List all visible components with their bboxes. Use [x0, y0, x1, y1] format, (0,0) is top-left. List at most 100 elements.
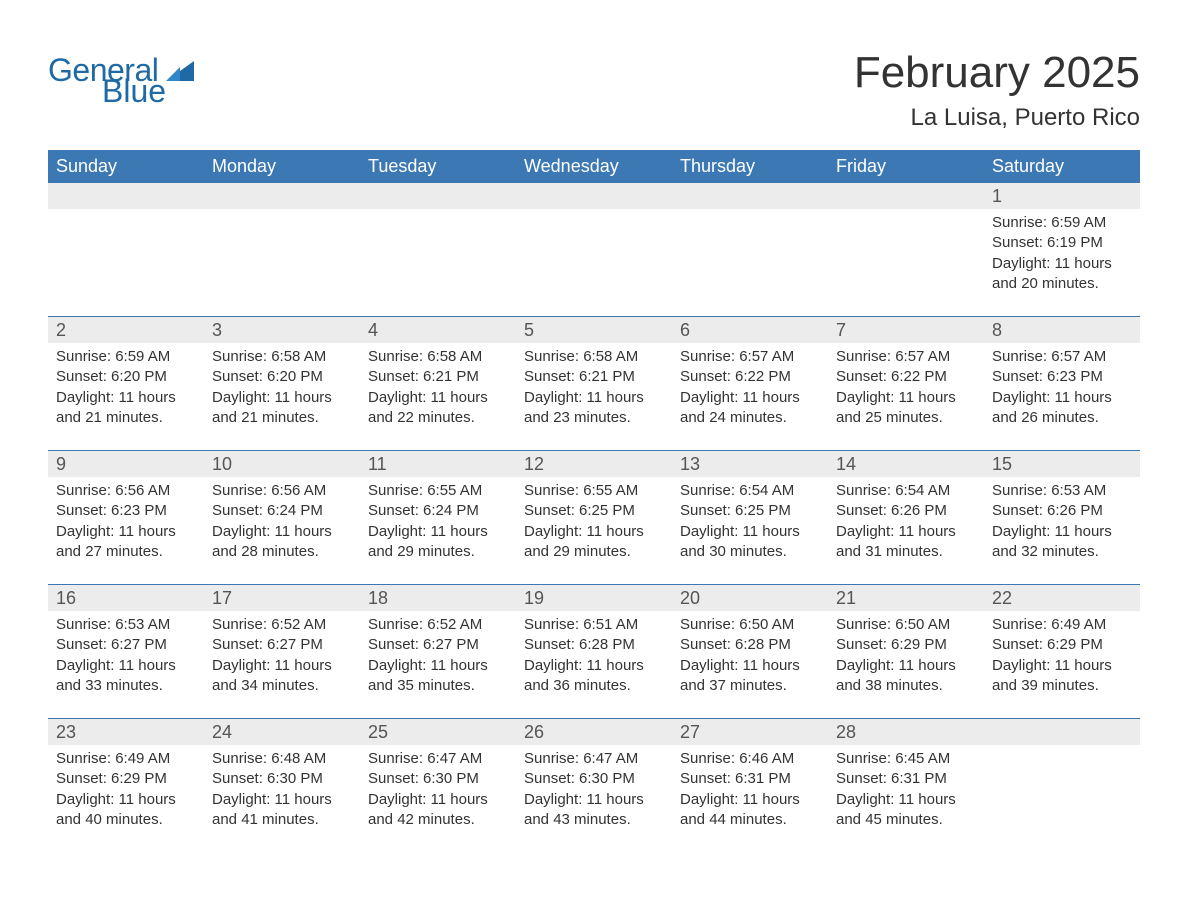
sunrise-text: Sunrise: 6:50 AM [836, 615, 976, 635]
daylight-line-1: Daylight: 11 hours [212, 790, 352, 810]
sunset-text: Sunset: 6:20 PM [212, 367, 352, 387]
day-number-row: 1 [48, 183, 1140, 209]
daylight-line-1: Daylight: 11 hours [56, 388, 196, 408]
day-cell: Sunrise: 6:55 AMSunset: 6:24 PMDaylight:… [360, 477, 516, 584]
sunrise-text: Sunrise: 6:55 AM [368, 481, 508, 501]
day-cell [360, 209, 516, 316]
sunset-text: Sunset: 6:29 PM [992, 635, 1132, 655]
day-cell: Sunrise: 6:57 AMSunset: 6:22 PMDaylight:… [672, 343, 828, 450]
sunset-text: Sunset: 6:30 PM [368, 769, 508, 789]
daylight-line-1: Daylight: 11 hours [212, 388, 352, 408]
day-number: 19 [516, 585, 672, 611]
daylight-line-1: Daylight: 11 hours [368, 388, 508, 408]
day-number [516, 183, 672, 209]
daylight-line-1: Daylight: 11 hours [212, 656, 352, 676]
day-cell: Sunrise: 6:49 AMSunset: 6:29 PMDaylight:… [984, 611, 1140, 718]
daylight-line-2: and 30 minutes. [680, 542, 820, 562]
sunset-text: Sunset: 6:27 PM [56, 635, 196, 655]
day-number: 27 [672, 719, 828, 745]
title-block: February 2025 La Luisa, Puerto Rico [854, 48, 1140, 132]
day-number: 8 [984, 317, 1140, 343]
daylight-line-2: and 36 minutes. [524, 676, 664, 696]
day-number: 14 [828, 451, 984, 477]
daylight-line-1: Daylight: 11 hours [992, 656, 1132, 676]
day-number: 4 [360, 317, 516, 343]
sunrise-text: Sunrise: 6:54 AM [836, 481, 976, 501]
sunrise-text: Sunrise: 6:49 AM [56, 749, 196, 769]
day-number: 2 [48, 317, 204, 343]
sunrise-text: Sunrise: 6:45 AM [836, 749, 976, 769]
daylight-line-2: and 38 minutes. [836, 676, 976, 696]
day-cell [48, 209, 204, 316]
day-content-row: Sunrise: 6:56 AMSunset: 6:23 PMDaylight:… [48, 477, 1140, 584]
month-title: February 2025 [854, 48, 1140, 98]
daylight-line-2: and 35 minutes. [368, 676, 508, 696]
weekday-header: Thursday [672, 150, 828, 183]
daylight-line-1: Daylight: 11 hours [680, 388, 820, 408]
day-number [672, 183, 828, 209]
sunrise-text: Sunrise: 6:54 AM [680, 481, 820, 501]
sunset-text: Sunset: 6:21 PM [524, 367, 664, 387]
day-content-row: Sunrise: 6:49 AMSunset: 6:29 PM Daylight:… [48, 745, 1140, 852]
daylight-line-2: and 32 minutes. [992, 542, 1132, 562]
day-cell: Sunrise: 6:56 AMSunset: 6:23 PMDaylight:… [48, 477, 204, 584]
sunrise-text: Sunrise: 6:52 AM [368, 615, 508, 635]
day-cell: Sunrise: 6:57 AMSunset: 6:22 PMDaylight:… [828, 343, 984, 450]
day-cell: Sunrise: 6:50 AMSunset: 6:29 PMDaylight:… [828, 611, 984, 718]
daylight-line-2: and 44 minutes. [680, 810, 820, 830]
day-cell: Sunrise: 6:58 AMSunset: 6:21 PMDaylight:… [516, 343, 672, 450]
sunrise-text: Sunrise: 6:50 AM [680, 615, 820, 635]
day-number: 6 [672, 317, 828, 343]
day-cell: Sunrise: 6:57 AMSunset: 6:23 PMDaylight:… [984, 343, 1140, 450]
sunset-text: Sunset: 6:23 PM [992, 367, 1132, 387]
sunrise-text: Sunrise: 6:58 AM [368, 347, 508, 367]
day-number [360, 183, 516, 209]
sunset-text: Sunset: 6:21 PM [368, 367, 508, 387]
sunrise-text: Sunrise: 6:47 AM [368, 749, 508, 769]
sunrise-text: Sunrise: 6:52 AM [212, 615, 352, 635]
day-number: 25 [360, 719, 516, 745]
day-cell: Sunrise: 6:58 AMSunset: 6:20 PMDaylight:… [204, 343, 360, 450]
sunset-text: Sunset: 6:24 PM [212, 501, 352, 521]
day-cell: Sunrise: 6:58 AMSunset: 6:21 PMDaylight:… [360, 343, 516, 450]
day-cell: Sunrise: 6:59 AMSunset: 6:19 PMDaylight:… [984, 209, 1140, 316]
week-block: 1Sunrise: 6:59 AMSunset: 6:19 PMDaylight… [48, 183, 1140, 316]
sunrise-text: Sunrise: 6:59 AM [992, 213, 1132, 233]
daylight-line-2: and 37 minutes. [680, 676, 820, 696]
daylight-line-2: and 20 minutes. [992, 274, 1132, 294]
daylight-line-2: and 34 minutes. [212, 676, 352, 696]
day-number: 9 [48, 451, 204, 477]
weekday-header: Saturday [984, 150, 1140, 183]
day-number: 5 [516, 317, 672, 343]
sunset-text: Sunset: 6:25 PM [524, 501, 664, 521]
calendar: Sunday Monday Tuesday Wednesday Thursday… [48, 150, 1140, 852]
day-cell: Sunrise: 6:48 AMSunset: 6:30 PMDaylight:… [204, 745, 360, 852]
daylight-line-1: Daylight: 11 hours [56, 522, 196, 542]
sunset-text: Sunset: 6:29 PM [56, 769, 196, 789]
daylight-line-1: Daylight: 11 hours [836, 656, 976, 676]
location: La Luisa, Puerto Rico [854, 104, 1140, 132]
day-number: 13 [672, 451, 828, 477]
daylight-line-1: Daylight: 11 hours [56, 656, 196, 676]
weekday-header: Wednesday [516, 150, 672, 183]
day-number [48, 183, 204, 209]
daylight-line-1: Daylight: 11 hours [368, 790, 508, 810]
day-number: 28 [828, 719, 984, 745]
day-content-row: Sunrise: 6:59 AMSunset: 6:19 PMDaylight:… [48, 209, 1140, 316]
day-number [828, 183, 984, 209]
day-cell [204, 209, 360, 316]
day-content-row: Sunrise: 6:59 AMSunset: 6:20 PMDaylight:… [48, 343, 1140, 450]
day-number: 7 [828, 317, 984, 343]
sunrise-text: Sunrise: 6:51 AM [524, 615, 664, 635]
daylight-line-2: and 41 minutes. [212, 810, 352, 830]
day-number: 15 [984, 451, 1140, 477]
day-number: 20 [672, 585, 828, 611]
day-cell: Sunrise: 6:52 AMSunset: 6:27 PMDaylight:… [360, 611, 516, 718]
daylight-line-2: and 23 minutes. [524, 408, 664, 428]
daylight-line-1: Daylight: 11 hours [836, 522, 976, 542]
sunset-text: Sunset: 6:26 PM [836, 501, 976, 521]
week-block: 9101112131415Sunrise: 6:56 AMSunset: 6:2… [48, 450, 1140, 584]
sunrise-text: Sunrise: 6:57 AM [680, 347, 820, 367]
daylight-line-2: and 31 minutes. [836, 542, 976, 562]
sunset-text: Sunset: 6:25 PM [680, 501, 820, 521]
